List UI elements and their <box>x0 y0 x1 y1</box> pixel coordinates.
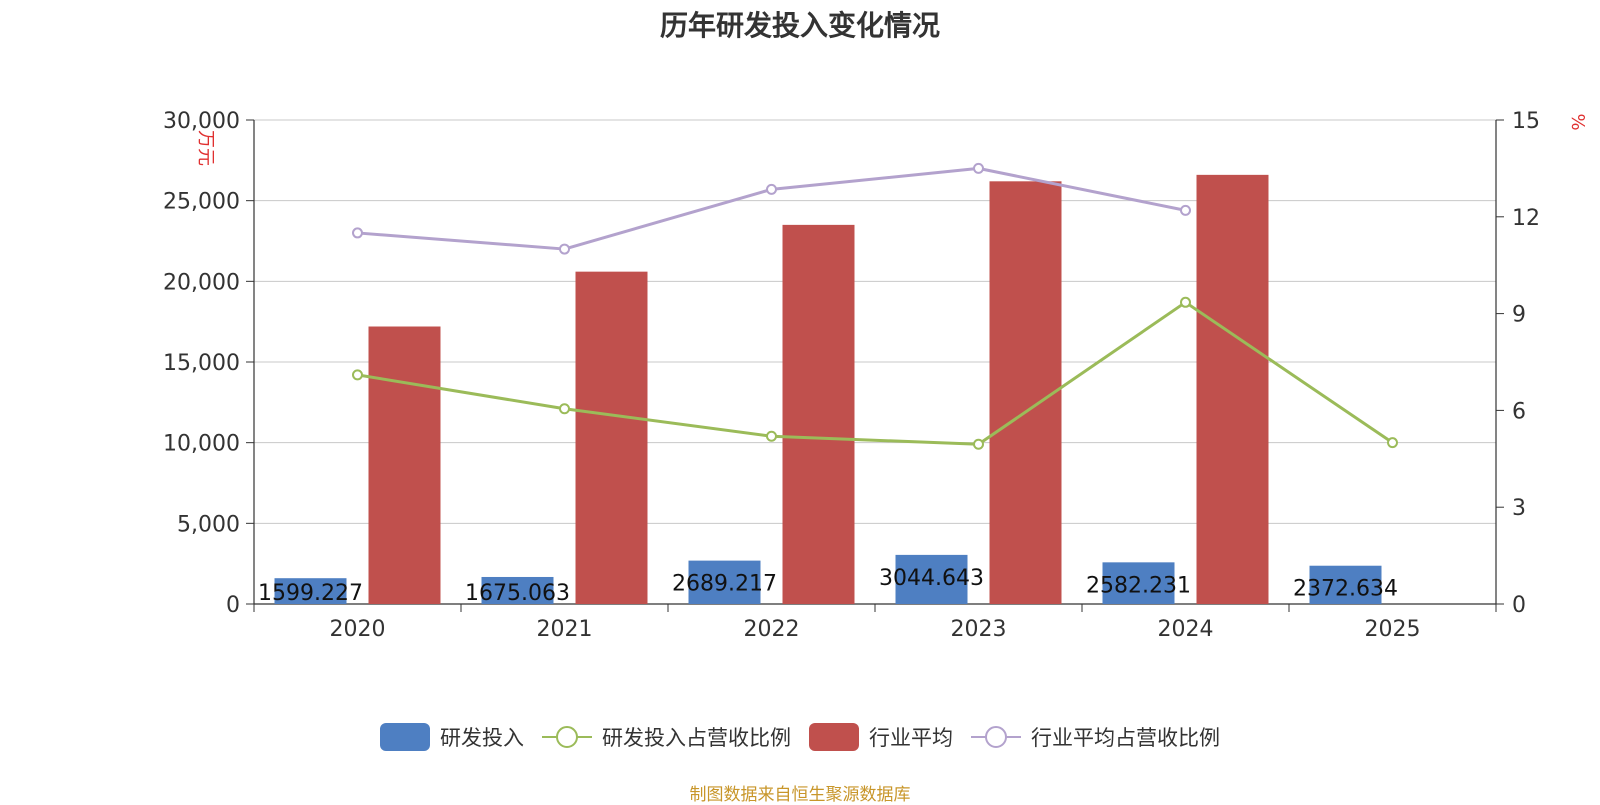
legend-label: 行业平均占营收比例 <box>1031 726 1220 750</box>
y-right-tick-label: 6 <box>1512 399 1526 424</box>
rd-investment-data-label: 3044.643 <box>879 566 984 591</box>
source-note: 制图数据来自恒生聚源数据库 <box>689 785 911 805</box>
y-right-tick-label: 12 <box>1512 206 1540 231</box>
rd-ratio-point <box>352 369 363 381</box>
y-right-tick-label: 9 <box>1512 303 1526 328</box>
x-tick-label: 2021 <box>537 617 593 642</box>
x-tick-label: 2023 <box>951 617 1007 642</box>
legend-label: 研发投入占营收比例 <box>602 726 791 750</box>
rd-ratio-point <box>559 403 570 415</box>
rd-ratio-point <box>1180 296 1191 308</box>
rd-investment-data-label: 2372.634 <box>1293 577 1398 602</box>
legend: 研发投入 研发投入占营收比例 行业平均 行业平均占营收比例 <box>0 722 1600 752</box>
y-left-tick-label: 30,000 <box>163 109 240 134</box>
rd-investment-data-label: 1675.063 <box>465 581 570 606</box>
industry-average-bar <box>575 271 648 604</box>
y-left-axis-label: 万元 <box>195 130 216 166</box>
legend-line-swatch <box>971 726 1021 748</box>
rd-investment-bar <box>481 576 554 604</box>
legend-label: 行业平均 <box>869 726 953 750</box>
y-right-tick-label: 3 <box>1512 496 1526 521</box>
legend-bar-swatch <box>380 723 430 751</box>
legend-bar-swatch <box>809 723 859 751</box>
legend-item[interactable]: 行业平均 <box>809 722 953 752</box>
rd-investment-bar <box>688 560 761 604</box>
industry-average-bar <box>989 181 1062 604</box>
legend-line-swatch <box>542 726 592 748</box>
rd-ratio-line <box>357 300 1394 446</box>
rd-investment-data-label: 2689.217 <box>672 572 777 597</box>
industry-ratio-point <box>766 183 777 195</box>
rd-investment-bar <box>1309 565 1382 604</box>
legend-item[interactable]: 行业平均占营收比例 <box>971 722 1220 752</box>
rd-investment-bar <box>1102 562 1175 604</box>
y-right-tick-label: 0 <box>1512 593 1526 618</box>
y-left-tick-label: 10,000 <box>163 432 240 457</box>
y-left-tick-label: 15,000 <box>163 351 240 376</box>
legend-label: 研发投入 <box>440 726 524 750</box>
rd-investment-data-label: 2582.231 <box>1086 573 1191 598</box>
legend-item[interactable]: 研发投入占营收比例 <box>542 722 791 752</box>
y-right-tick-label: 15 <box>1512 109 1540 134</box>
industry-average-bar <box>1196 174 1269 604</box>
industry-ratio-point <box>973 162 984 174</box>
y-left-tick-label: 20,000 <box>163 270 240 295</box>
industry-ratio-point <box>559 243 570 255</box>
rd-ratio-point <box>1387 437 1398 449</box>
y-left-tick-label: 5,000 <box>177 512 240 537</box>
rd-ratio-point <box>973 438 984 450</box>
industry-ratio-point <box>1180 204 1191 216</box>
y-left-tick-label: 0 <box>226 593 240 618</box>
industry-average-bar <box>782 224 855 604</box>
rd-ratio-point <box>766 430 777 442</box>
x-tick-label: 2020 <box>330 617 386 642</box>
chart-canvas: 0 5,000 10,000 15,000 20,000 25,000 30,000 0 3 6 9… <box>163 109 1588 642</box>
chart-title: 历年研发投入变化情况 <box>659 9 940 42</box>
rd-investment-bar <box>274 578 347 604</box>
x-tick-label: 2025 <box>1365 617 1421 642</box>
y-left-tick-label: 25,000 <box>163 190 240 215</box>
rd-investment-data-label: 1599.227 <box>258 581 363 606</box>
rd-investment-bar <box>895 554 968 604</box>
industry-ratio-point <box>352 227 363 239</box>
x-tick-label: 2024 <box>1158 617 1214 642</box>
legend-item[interactable]: 研发投入 <box>380 722 524 752</box>
x-tick-label: 2022 <box>744 617 800 642</box>
industry-average-bar <box>368 326 441 604</box>
y-right-axis-label: % <box>1567 113 1588 130</box>
